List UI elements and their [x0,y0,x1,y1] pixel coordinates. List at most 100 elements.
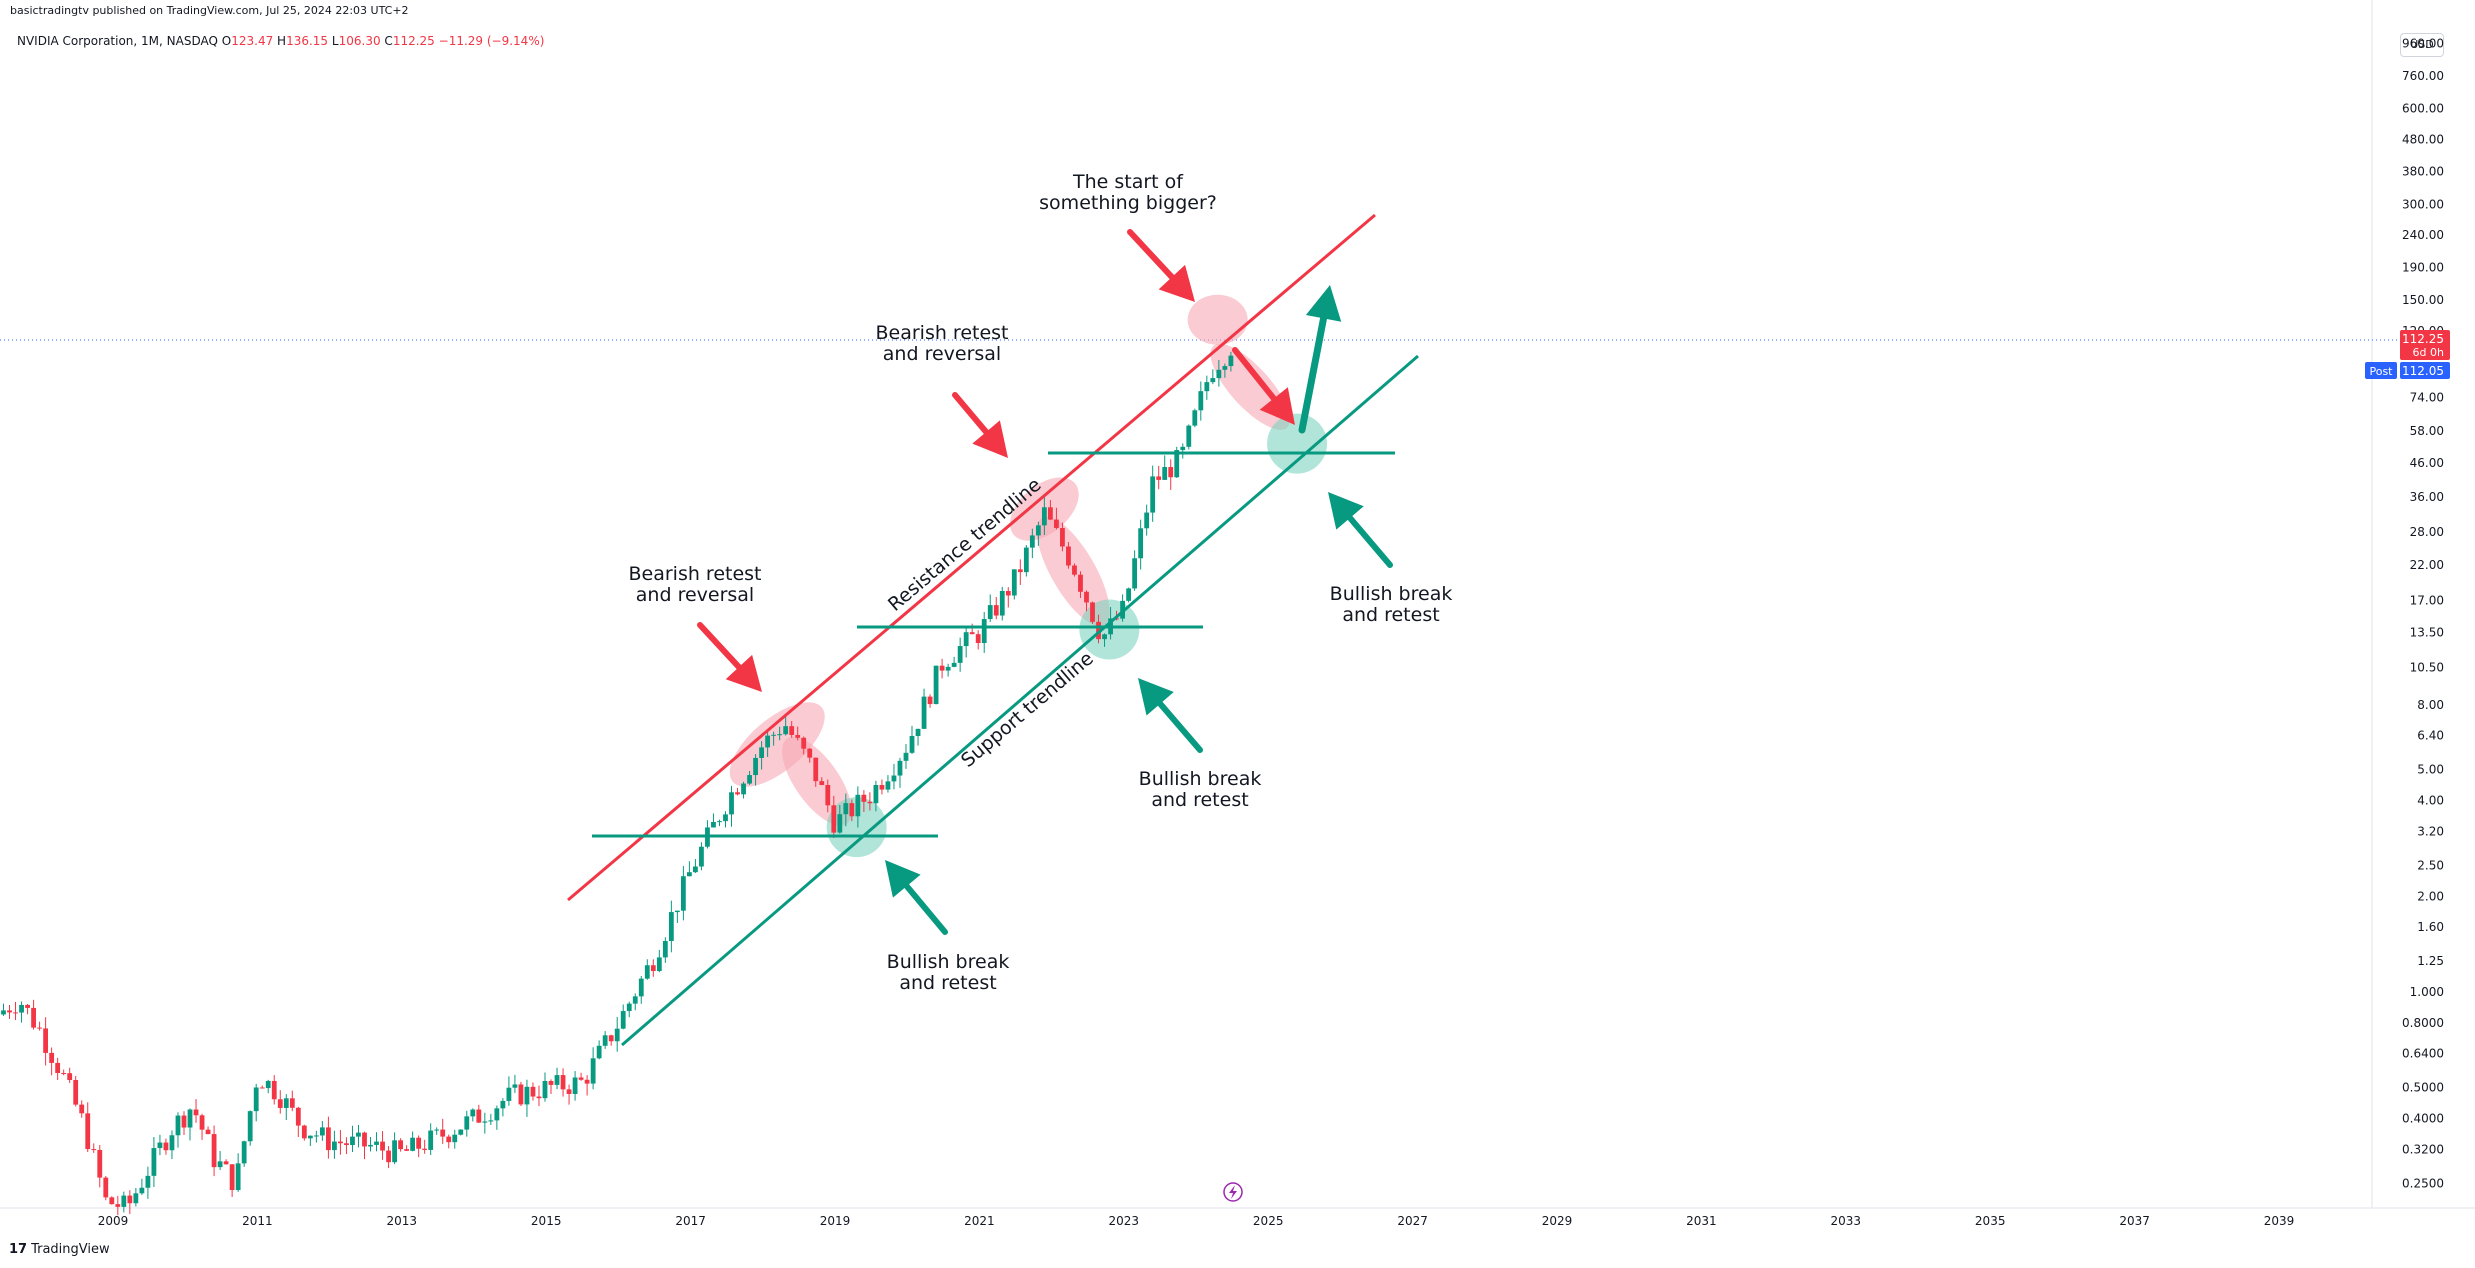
open-value: 123.47 [231,34,274,48]
candle-body [127,1195,133,1204]
x-tick-label: 2029 [1542,1214,1573,1228]
candle-body [686,872,692,877]
high-value: 136.15 [286,34,329,48]
candle-body [380,1141,385,1151]
candle-body [325,1127,331,1151]
candle-body [1162,467,1168,480]
candle-body [398,1140,403,1150]
candle-body [392,1140,397,1163]
annotation-label: The start of [1072,171,1184,193]
tradingview-footer[interactable]: 17 TradingView [9,1242,110,1257]
candle-body [795,734,801,738]
y-tick-label: 300.00 [2402,197,2444,211]
pink-highlight [782,736,852,826]
candle-body [897,760,903,776]
candle-body [1126,588,1132,601]
candle-body [999,590,1005,616]
publisher-line: basictradingtv published on TradingView.… [10,4,409,17]
candle-body [350,1136,355,1146]
candle-body [644,965,650,979]
arrows [697,229,1393,935]
annotation-label: Bearish retest [875,322,1008,344]
y-tick-label: 0.2500 [2402,1176,2444,1190]
candle-body [1017,569,1023,573]
candle-body [933,665,939,705]
x-tick-label: 2035 [1975,1214,2006,1228]
symbol-name[interactable]: NVIDIA Corporation, 1M, NASDAQ [17,34,218,48]
candle-body [301,1125,307,1139]
candle-body [927,696,933,705]
y-tick-label: 6.40 [2417,729,2444,743]
candle-body [500,1100,506,1109]
candle-body [867,801,873,804]
candle-body [289,1098,295,1108]
candle-body [717,821,722,823]
candle-body [307,1135,313,1139]
candle-body [139,1187,145,1194]
y-tick-label: 760.00 [2402,69,2444,83]
candle-body [1035,525,1041,536]
candle-body [596,1045,602,1059]
candle-body [1186,425,1192,447]
y-tick-label: 2.00 [2417,889,2444,903]
candle-body [368,1144,373,1147]
candle-body [1168,467,1174,478]
candle-body [957,646,963,663]
candle-body [13,1012,18,1014]
annotation-label: and retest [1342,604,1439,626]
candle-body [566,1089,572,1094]
x-tick-label: 2009 [98,1214,129,1228]
candle-body [771,734,777,736]
green-arrow [1347,514,1393,568]
symbol-info-bar: NVIDIA Corporation, 1M, NASDAQ O123.47 H… [17,34,544,48]
y-tick-label: 4.00 [2417,794,2444,808]
x-tick-label: 2031 [1686,1214,1717,1228]
lightning-icon-bolt [1229,1185,1237,1199]
candle-body [476,1109,482,1123]
candle-body [404,1149,410,1151]
candle-body [1084,591,1089,603]
candle-body [693,866,698,873]
x-tick-label: 2011 [242,1214,273,1228]
y-tick-label: 0.3200 [2402,1142,2444,1156]
candle-body [25,1004,30,1008]
candle-body [1222,366,1228,370]
candle-body [458,1129,464,1135]
candle-body [939,665,945,671]
candle-body [993,605,999,616]
green-arrow [1298,314,1328,434]
candle-body [903,752,909,761]
candle-body [855,794,861,817]
candle-body [151,1148,157,1176]
candle-body [73,1080,79,1105]
y-tick-label: 8.00 [2417,698,2444,712]
candle-body [608,1035,614,1042]
price-axis[interactable]: 960.00 760.00 600.00 480.00 380.00 300.00 240.… [2402,37,2444,1191]
candle-body [440,1129,446,1137]
close-label: C [384,34,393,48]
candle-body [488,1120,494,1122]
time-axis[interactable]: 2009 2011 2013 2015 2017 2019 2021 2023 2025 2027… [98,1214,2295,1228]
green-arrow [1157,700,1203,753]
candle-body [843,803,849,815]
candle-body [518,1084,524,1105]
candle-body [253,1087,259,1112]
close-value: 112.25 [392,34,435,48]
candle-body [1138,528,1144,559]
candle-body [560,1075,566,1090]
lightning-icon[interactable] [1223,1182,1243,1202]
candle-body [921,696,927,729]
candle-body [338,1141,343,1144]
candle-body [602,1035,608,1046]
candle-body [464,1116,470,1130]
candle-body [103,1177,109,1198]
candle-body [434,1129,440,1131]
candle-body [1204,382,1210,392]
candle-body [759,747,764,758]
candle-body [548,1080,554,1085]
candle-body [975,634,981,644]
currency-button[interactable]: USD [2400,33,2444,57]
post-price-value: 112.05 [2402,364,2444,378]
x-tick-label: 2023 [1109,1214,1140,1228]
